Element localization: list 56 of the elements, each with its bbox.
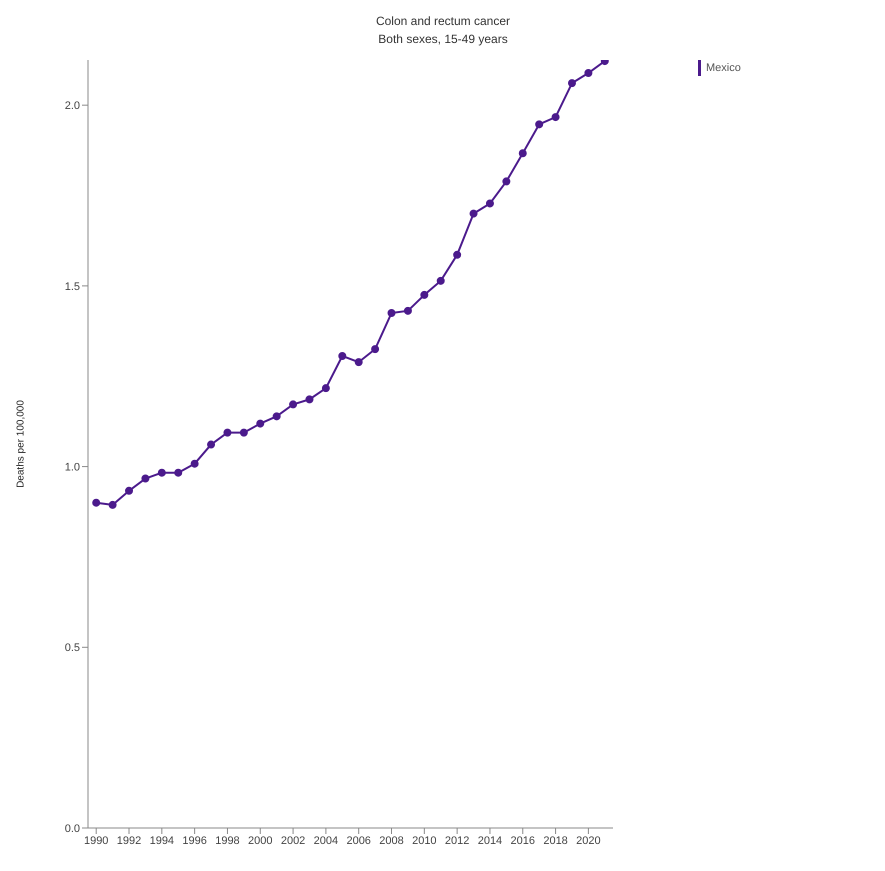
point bbox=[174, 468, 182, 477]
y-tick-label: 0.0 bbox=[64, 822, 80, 835]
point bbox=[305, 395, 314, 404]
x-tick-label: 2018 bbox=[543, 834, 568, 847]
point bbox=[125, 486, 134, 495]
x-tick-label: 2000 bbox=[248, 834, 273, 847]
point bbox=[256, 420, 264, 428]
x-tick-label: 2012 bbox=[444, 834, 470, 847]
x-tick-label: 1992 bbox=[116, 834, 142, 847]
point bbox=[502, 177, 510, 186]
chart-title: Colon and rectum cancer bbox=[374, 13, 512, 30]
x-tick-label: 1994 bbox=[150, 834, 174, 847]
point bbox=[470, 210, 478, 218]
point bbox=[518, 149, 527, 158]
point bbox=[158, 468, 166, 477]
point bbox=[322, 384, 330, 392]
x-tick-label: 2016 bbox=[510, 834, 536, 847]
point bbox=[223, 428, 232, 437]
x-tick-label: 2002 bbox=[280, 834, 306, 847]
point bbox=[420, 290, 428, 299]
point bbox=[388, 308, 396, 317]
y-tick-label: 2.0 bbox=[64, 100, 80, 112]
point bbox=[92, 498, 100, 507]
point bbox=[289, 400, 298, 408]
point bbox=[535, 120, 544, 128]
x-tick-label: 1998 bbox=[215, 834, 240, 847]
point bbox=[404, 306, 412, 315]
point bbox=[190, 460, 199, 468]
point bbox=[552, 113, 560, 122]
point bbox=[141, 474, 150, 483]
y-tick-label: 1.5 bbox=[64, 280, 80, 293]
y-tick-label: 0.5 bbox=[64, 642, 80, 654]
point bbox=[486, 199, 494, 208]
x-tick-label: 1990 bbox=[84, 834, 108, 847]
point bbox=[568, 79, 576, 88]
point bbox=[207, 440, 216, 449]
x-tick-label: 2014 bbox=[478, 834, 502, 847]
point bbox=[584, 69, 592, 78]
point bbox=[108, 500, 117, 509]
point bbox=[354, 358, 363, 366]
point bbox=[371, 345, 380, 354]
point bbox=[436, 276, 445, 285]
y-tick-label: 1.0 bbox=[64, 461, 80, 474]
y-axis-title: Deaths per 100,000 bbox=[16, 400, 27, 488]
x-tick-label: 2010 bbox=[412, 834, 437, 847]
chart-subtitle: Both sexes, 15-49 years bbox=[377, 31, 509, 48]
x-tick-label: 2008 bbox=[379, 834, 404, 847]
point bbox=[272, 412, 281, 420]
x-tick-label: 1996 bbox=[182, 834, 207, 847]
point bbox=[338, 352, 346, 360]
x-tick-label: 2006 bbox=[346, 834, 371, 847]
x-tick-label: 2020 bbox=[576, 834, 601, 847]
point bbox=[453, 250, 462, 259]
x-tick-label: 2004 bbox=[314, 834, 338, 847]
point bbox=[240, 428, 248, 437]
legend-label: Mexico bbox=[705, 61, 742, 76]
